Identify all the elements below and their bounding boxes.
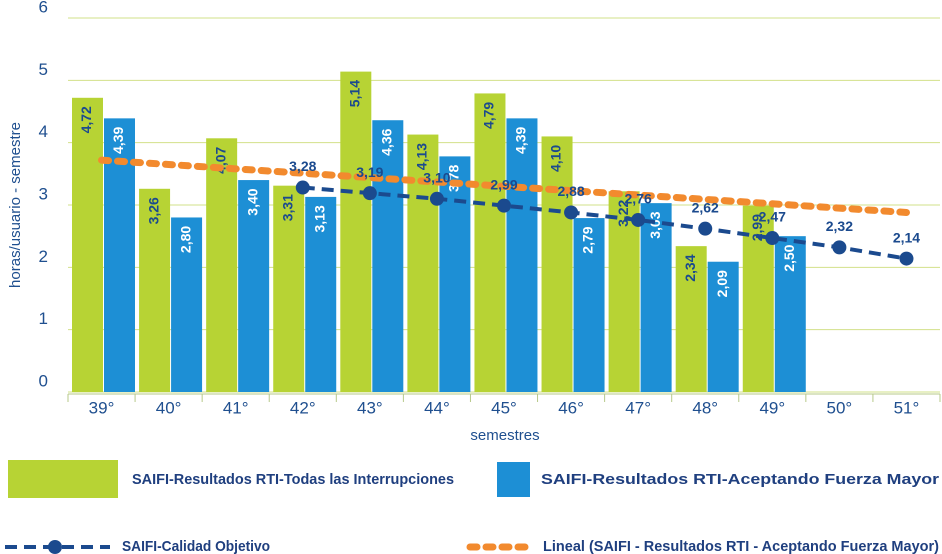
bar (541, 136, 573, 392)
legend-label: SAIFI-Resultados RTI-Todas las Interrupc… (132, 471, 454, 488)
bar (273, 185, 305, 392)
data-label: 3,13 (311, 205, 327, 232)
x-tick-label: 39° (89, 398, 115, 417)
data-label: 4,39 (513, 127, 529, 154)
x-tick-label: 44° (424, 398, 450, 417)
line-point (429, 191, 444, 206)
data-label: 2,32 (826, 218, 853, 234)
data-label: 2,79 (580, 226, 596, 253)
bar (206, 138, 238, 392)
line-point (899, 251, 914, 266)
line-point (698, 221, 713, 236)
x-tick-label: 51° (894, 398, 920, 417)
data-label: 2,99 (749, 214, 765, 241)
y-tick-label: 3 (39, 184, 48, 203)
x-tick-label: 46° (558, 398, 584, 417)
y-axis-label: horas/usuario - semestre (7, 122, 24, 288)
data-label: 2,09 (714, 270, 730, 297)
line-point (564, 205, 579, 220)
y-tick-label: 1 (39, 309, 48, 328)
data-label: 3,10 (423, 169, 450, 185)
y-tick-label: 2 (39, 247, 48, 266)
x-tick-label: 48° (692, 398, 718, 417)
trend-line (98, 156, 910, 216)
line-point (832, 240, 847, 255)
x-tick-label: 49° (759, 398, 785, 417)
bar (238, 180, 270, 392)
data-label: 5,14 (347, 80, 363, 107)
data-label: 4,79 (481, 102, 497, 129)
bar (474, 93, 506, 392)
data-label: 2,88 (557, 183, 584, 199)
bar (675, 246, 707, 392)
data-label: 2,99 (490, 176, 517, 192)
data-label: 2,14 (893, 229, 920, 245)
bar (171, 217, 203, 392)
line-point (497, 198, 511, 213)
y-tick-label: 4 (39, 122, 48, 141)
bar (640, 203, 672, 392)
data-label: 4,13 (414, 143, 430, 170)
legend-label: Lineal (SAIFI - Resultados RTI - Aceptan… (543, 538, 939, 554)
bar (340, 71, 372, 393)
line-point (295, 180, 310, 195)
bar (305, 196, 337, 392)
data-label: 2,80 (177, 226, 193, 253)
data-label: 2,62 (692, 199, 719, 215)
line-point (765, 231, 780, 246)
bar (439, 156, 471, 392)
x-axis-label: semestres (470, 427, 539, 444)
y-tick-label: 5 (39, 60, 48, 79)
line-point (631, 212, 646, 227)
data-label: 2,50 (781, 244, 797, 271)
line-point (362, 186, 377, 201)
data-label: 3,03 (647, 211, 663, 238)
data-label: 3,28 (289, 158, 316, 174)
x-tick-label: 40° (156, 398, 182, 417)
bar (774, 236, 806, 392)
data-label: 3,26 (145, 197, 161, 224)
data-label: 4,10 (548, 145, 564, 172)
legend-label: SAIFI-Calidad Objetivo (122, 538, 270, 554)
x-tick-label: 50° (827, 398, 853, 417)
bar (372, 120, 404, 392)
data-label: 3,19 (356, 164, 383, 180)
legend-swatch (48, 540, 62, 554)
x-tick-label: 47° (625, 398, 651, 417)
line (302, 185, 907, 261)
x-tick-label: 43° (357, 398, 383, 417)
x-tick-label: 41° (223, 398, 249, 417)
bar (506, 118, 538, 393)
x-tick-label: 45° (491, 398, 517, 417)
data-label: 4,36 (379, 128, 395, 155)
data-label: 4,39 (110, 127, 126, 154)
legend-swatch (8, 460, 118, 498)
x-tick-label: 42° (290, 398, 316, 417)
bar (573, 218, 605, 392)
legend-swatch (497, 462, 530, 497)
data-label: 2,34 (682, 254, 698, 281)
data-label: 2,76 (625, 191, 652, 207)
bar (707, 261, 739, 392)
data-label: 3,31 (279, 194, 295, 221)
data-label: 2,47 (759, 209, 786, 225)
y-tick-label: 0 (39, 371, 48, 390)
data-label: 3,40 (244, 188, 260, 215)
legend-label: SAIFI-Resultados RTI-Aceptando Fuerza Ma… (541, 471, 939, 488)
y-tick-label: 6 (39, 0, 48, 16)
bar (72, 97, 103, 392)
data-label: 4,72 (78, 106, 94, 133)
bar (139, 188, 171, 392)
